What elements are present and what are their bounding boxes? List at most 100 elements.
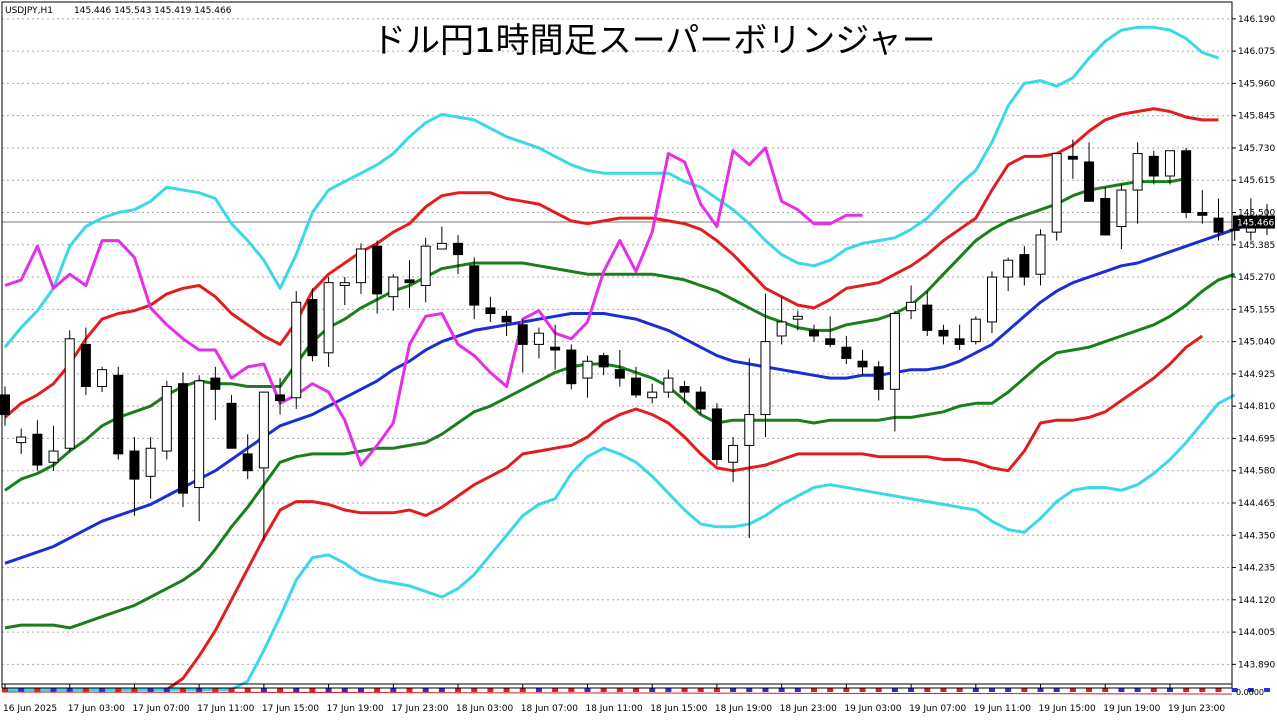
indicator-bar [2,688,8,692]
candle [889,310,900,432]
candle [436,226,447,250]
indicator-bar [859,688,866,692]
indicator-bar [196,688,203,692]
x-tick-label: 17 Jun 11:00 [197,704,254,714]
y-tick-label: 145.155 [1238,305,1275,315]
candle [533,327,544,359]
candle-body-down [129,450,140,480]
candle-body-down [80,343,91,388]
candle-body-up [647,391,658,399]
candle [679,380,690,404]
candle-body-down [1100,197,1111,236]
y-tick-label: 145.845 [1238,112,1275,122]
indicator-bar [1102,688,1109,692]
candle-body-down [695,391,706,410]
indicator-bar [325,688,332,692]
candle-body-down [1019,254,1030,278]
candle-body-up [291,301,302,399]
candle [339,277,350,306]
candle [258,391,269,541]
candle [404,260,415,308]
indicator-bar [600,688,607,692]
indicator-bar [503,688,510,692]
candle [485,296,496,322]
candle [841,335,852,365]
indicator-bar [212,688,219,692]
indicator-bar [924,688,931,692]
y-tick-label: 144.005 [1238,628,1275,638]
indicator-bar [1231,688,1238,692]
indicator-bar [260,688,267,692]
indicator-bar [1264,688,1271,692]
candle-body-down [517,324,528,345]
candle-body-down [954,338,965,345]
candle-body-up [1035,234,1046,275]
indicator-bar [972,688,979,692]
candle-body-down [825,338,836,345]
candle [16,428,27,454]
candle [129,437,140,516]
candle-body-up [889,313,900,390]
candle [275,378,286,415]
candle [825,316,836,348]
y-tick-label: 145.960 [1238,79,1275,89]
candle-body-down [857,360,868,368]
indicator-bar [163,688,170,692]
grid-layer [2,18,1232,665]
candle [938,324,949,345]
candle [420,237,431,303]
candle-body-down [307,298,318,357]
candle [1100,187,1111,236]
candle-body-down [614,369,625,379]
indicator-bar [390,688,397,692]
indicator-bar [293,688,300,692]
indicator-bar [875,688,882,692]
indicator-bar [568,688,575,692]
candle-body-down [566,349,577,385]
indicator-bar [115,688,122,692]
candle-body-up [388,276,399,298]
y-tick-label: 144.465 [1238,499,1275,509]
candle [954,324,965,351]
candle-body-down [1197,211,1208,216]
candle-body-down [372,245,383,295]
current-price-tag [1233,215,1275,229]
candle [355,243,366,294]
candle [161,380,172,460]
candle-body-up [436,242,447,250]
y-tick-label: 145.730 [1238,144,1275,154]
x-tick-label: 18 Jun 23:00 [780,704,837,714]
candle [1213,198,1224,241]
x-tick-label: 19 Jun 15:00 [1039,704,1096,714]
y-tick-label: 145.040 [1238,338,1275,348]
candle-body-up [1116,189,1127,228]
candle [695,386,706,415]
candle [550,324,561,370]
candle-body-down [453,242,464,256]
candle-body-down [113,374,124,455]
indicator-bar [665,688,672,692]
candle-body-down [1181,150,1192,213]
indicator-bar [713,688,720,692]
candle-body-down [0,394,10,416]
current-price-label: 145.466 [1237,219,1274,229]
candle [291,291,302,409]
indicator-bar [244,688,251,692]
candle [48,425,59,471]
y-tick-label: 143.890 [1238,660,1275,670]
indicator-bar [471,688,478,692]
y-tick-label: 144.810 [1238,402,1275,412]
indicator-bar [422,688,429,692]
candle [194,375,205,522]
x-tick-label: 19 Jun 19:00 [1103,704,1160,714]
candle [970,316,981,345]
candle-body-up [258,391,269,469]
indicator-bar [535,688,542,692]
y-tick-label: 144.925 [1238,370,1275,380]
candle-body-up [161,386,172,452]
indicator-bar [455,688,462,692]
indicator-layer [1,688,1271,695]
candle [744,358,755,539]
x-tick-label: 19 Jun 23:00 [1168,704,1225,714]
x-tick-label: 17 Jun 15:00 [262,704,319,714]
